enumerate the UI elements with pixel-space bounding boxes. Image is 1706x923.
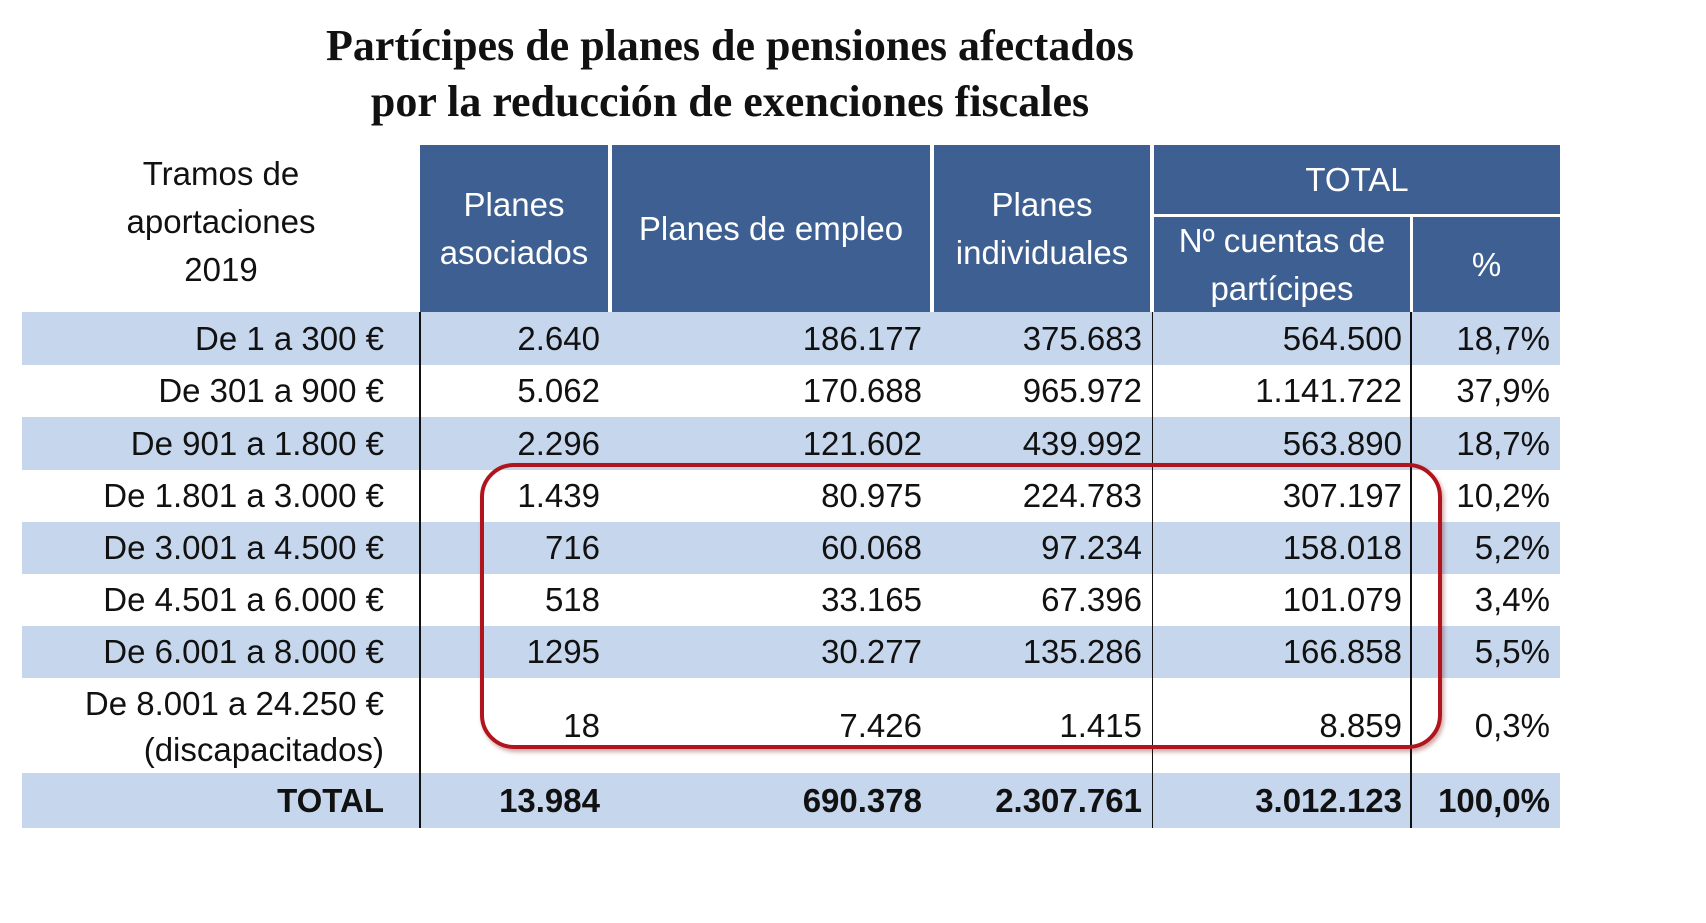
- header-text: individuales: [955, 233, 1129, 271]
- divider: [1152, 312, 1153, 828]
- title-line-2: por la reducción de exenciones fiscales: [370, 77, 1090, 126]
- cell-cuentas: 3.012.123: [1255, 781, 1402, 819]
- row-label: De 901 a 1.800 €: [130, 424, 384, 462]
- table-row: De 3.001 a 4.500 € 716 60.068 97.234 158.018…: [22, 522, 1560, 574]
- cell-individuales: 224.783: [1022, 477, 1142, 514]
- cell-pct: 5,2%: [1474, 529, 1550, 566]
- header-text: Planes: [463, 185, 565, 223]
- header-text: Tramos de: [142, 155, 300, 192]
- header-text: Planes: [991, 185, 1093, 223]
- header-planes-individuales: Planes individuales: [934, 145, 1150, 312]
- row-label: TOTAL: [277, 781, 384, 819]
- table-row: De 6.001 a 8.000 € 1295 30.277 135.286 166.8…: [22, 626, 1560, 678]
- cell-cuentas: 158.018: [1282, 529, 1402, 566]
- cell-individuales: 375.683: [1022, 319, 1142, 357]
- cell-asociados: 2.296: [517, 424, 600, 462]
- cell-pct: 10,2%: [1456, 477, 1550, 514]
- table-row: De 4.501 a 6.000 € 518 33.165 67.396 101.079…: [22, 574, 1560, 626]
- row-label-line: (discapacitados): [143, 731, 384, 768]
- highlight-box: [480, 463, 1442, 749]
- row-label: De 301 a 900 €: [158, 372, 384, 409]
- table-row: De 8.001 a 24.250 € (discapacitados) 18 7.4…: [22, 678, 1560, 773]
- cell-empleo: 33.165: [821, 581, 922, 618]
- cell-cuentas: 307.197: [1282, 477, 1402, 514]
- divider: [1410, 312, 1412, 828]
- cell-pct: 18,7%: [1456, 319, 1550, 357]
- table-row: De 901 a 1.800 € 2.296 121.602 439.992 563.8…: [22, 417, 1560, 470]
- cell-empleo: 121.602: [802, 424, 922, 462]
- cell-asociados: 18: [563, 706, 600, 744]
- total-row: TOTAL 13.984 690.378 2.307.761 3.012.123 100,…: [22, 773, 1560, 828]
- header-planes-asociados: Planes asociados: [420, 145, 608, 312]
- cell-cuentas: 564.500: [1282, 319, 1402, 357]
- header-cuentas: Nº cuentas de partícipes: [1154, 217, 1410, 312]
- cell-cuentas: 101.079: [1282, 581, 1402, 618]
- header-planes-empleo: Planes de empleo: [612, 145, 930, 312]
- cell-pct: 100,0%: [1438, 781, 1550, 819]
- row-label: De 1 a 300 €: [195, 319, 384, 357]
- cell-asociados: 716: [544, 529, 600, 566]
- header-tramos: Tramos de aportaciones 2019: [22, 150, 420, 310]
- row-label-line: De 8.001 a 24.250 €: [84, 685, 384, 722]
- cell-empleo: 690.378: [802, 781, 922, 819]
- cell-empleo: 30.277: [821, 633, 922, 670]
- header-text: asociados: [439, 233, 589, 271]
- cell-individuales: 965.972: [1022, 372, 1142, 409]
- table-row: De 301 a 900 € 5.062 170.688 965.972 1.141.7…: [22, 365, 1560, 417]
- header-pct: %: [1413, 217, 1560, 312]
- cell-cuentas: 8.859: [1319, 706, 1402, 744]
- row-label: De 8.001 a 24.250 € (discapacitados): [22, 678, 420, 773]
- cell-asociados: 1.439: [517, 477, 600, 514]
- cell-individuales: 67.396: [1041, 581, 1142, 618]
- cell-asociados: 1295: [526, 633, 600, 670]
- cell-asociados: 2.640: [517, 319, 600, 357]
- header-total-group: TOTAL: [1154, 145, 1560, 214]
- cell-cuentas: 166.858: [1282, 633, 1402, 670]
- cell-empleo: 60.068: [821, 529, 922, 566]
- header-text: Nº cuentas de: [1178, 221, 1386, 259]
- cell-cuentas: 1.141.722: [1255, 372, 1402, 409]
- cell-pct: 5,5%: [1474, 633, 1550, 670]
- cell-asociados: 518: [544, 581, 600, 618]
- cell-pct: 0,3%: [1474, 706, 1550, 744]
- cell-cuentas: 563.890: [1282, 424, 1402, 462]
- table-row: De 1 a 300 € 2.640 186.177 375.683 564.500 18…: [22, 312, 1560, 365]
- cell-empleo: 170.688: [802, 372, 922, 409]
- cell-empleo: 186.177: [802, 319, 922, 357]
- row-label: De 1.801 a 3.000 €: [103, 477, 384, 514]
- cell-asociados: 13.984: [499, 781, 600, 819]
- row-label: De 4.501 a 6.000 €: [103, 581, 384, 618]
- row-label: De 3.001 a 4.500 €: [103, 529, 384, 566]
- cell-pct: 18,7%: [1456, 424, 1550, 462]
- title-line-1: Partícipes de planes de pensiones afecta…: [326, 21, 1134, 70]
- cell-individuales: 97.234: [1041, 529, 1142, 566]
- cell-individuales: 1.415: [1059, 706, 1142, 744]
- header-text: aportaciones: [126, 203, 316, 240]
- cell-individuales: 135.286: [1022, 633, 1142, 670]
- row-label: De 6.001 a 8.000 €: [103, 633, 384, 670]
- header-text: partícipes: [1210, 269, 1354, 307]
- divider: [419, 312, 421, 828]
- cell-individuales: 439.992: [1022, 424, 1142, 462]
- cell-empleo: 7.426: [839, 706, 922, 744]
- cell-pct: 37,9%: [1456, 372, 1550, 409]
- header-text: 2019: [184, 251, 258, 288]
- table-row: De 1.801 a 3.000 € 1.439 80.975 224.783 307.…: [22, 470, 1560, 522]
- cell-asociados: 5.062: [517, 372, 600, 409]
- cell-pct: 3,4%: [1474, 581, 1550, 618]
- cell-empleo: 80.975: [821, 477, 922, 514]
- cell-individuales: 2.307.761: [995, 781, 1142, 819]
